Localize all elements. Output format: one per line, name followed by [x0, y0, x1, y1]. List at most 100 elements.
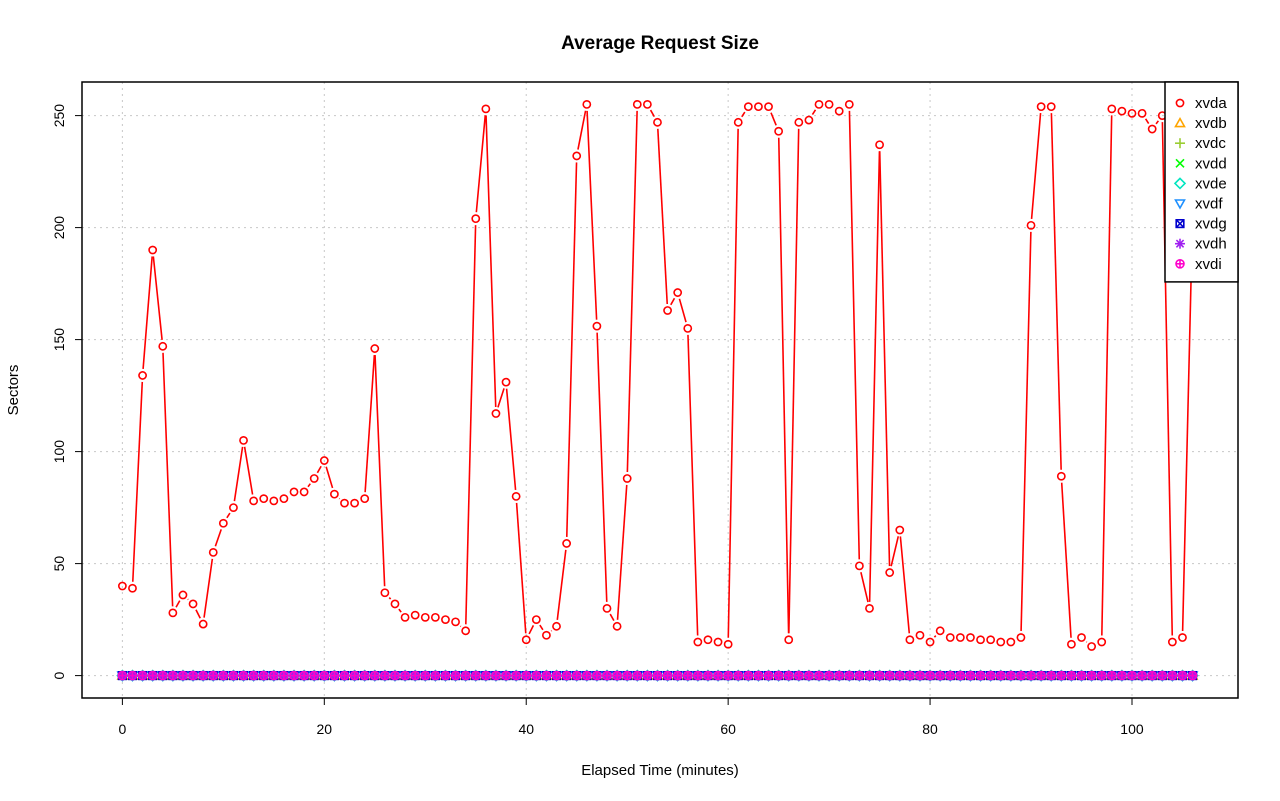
- data-point: [248, 670, 259, 681]
- y-tick-label: 100: [51, 440, 67, 464]
- data-point: [743, 670, 754, 681]
- data-point: [693, 670, 703, 681]
- data-point: [935, 670, 945, 681]
- data-point: [299, 670, 309, 681]
- data-point: [1087, 642, 1097, 651]
- data-point: [1026, 670, 1036, 681]
- x-axis: 0 20 40 60 80 100: [118, 697, 1144, 737]
- data-point: [1178, 633, 1187, 642]
- data-point: [925, 637, 935, 647]
- data-point: [1127, 670, 1137, 681]
- data-point: [370, 344, 380, 353]
- line-segment: [687, 334, 699, 636]
- series-lines: [131, 109, 1194, 643]
- line-segment: [131, 381, 144, 582]
- data-point: [1076, 670, 1087, 681]
- line-segment: [175, 600, 181, 608]
- data-point: [168, 608, 178, 618]
- line-segment: [678, 298, 687, 323]
- line-segment: [777, 137, 790, 634]
- data-point: [925, 670, 935, 681]
- data-point: [642, 670, 653, 681]
- data-point: [390, 670, 400, 681]
- data-point: [683, 323, 693, 333]
- data-point: [783, 670, 794, 681]
- data-point: [1187, 670, 1198, 681]
- data-point: [380, 588, 390, 598]
- legend-marker: [1175, 258, 1185, 269]
- data-point: [612, 670, 622, 681]
- data-point: [309, 474, 319, 483]
- legend-marker: [1175, 219, 1185, 229]
- line-segment: [1155, 120, 1160, 125]
- line-segment: [878, 151, 891, 567]
- data-point: [147, 670, 158, 681]
- data-point: [874, 670, 885, 681]
- data-point: [430, 612, 440, 622]
- data-point: [330, 489, 339, 499]
- data-point: [733, 117, 743, 127]
- legend-item-xvda: xvda: [1175, 95, 1227, 112]
- data-point: [178, 670, 188, 681]
- data-point: [158, 341, 168, 351]
- data-point: [1106, 670, 1117, 681]
- line-segment: [556, 549, 567, 620]
- y-tick-label: 200: [51, 216, 67, 240]
- data-point: [1066, 670, 1077, 681]
- data-point: [1097, 637, 1107, 647]
- data-point: [723, 639, 733, 649]
- data-point: [975, 670, 986, 681]
- data-point: [1056, 471, 1066, 481]
- data-point: [1147, 124, 1157, 134]
- data-point: [1077, 633, 1086, 642]
- data-point: [1046, 102, 1056, 112]
- line-segment: [505, 388, 517, 490]
- data-point: [551, 670, 562, 681]
- data-point: [279, 494, 289, 504]
- data-point: [804, 115, 814, 125]
- data-point: [612, 621, 622, 631]
- data-point: [541, 670, 552, 681]
- data-point: [511, 491, 521, 501]
- data-point: [340, 498, 349, 508]
- line-segment: [388, 597, 392, 600]
- data-point: [339, 670, 350, 681]
- data-point: [764, 102, 773, 112]
- data-point: [157, 670, 168, 681]
- data-point: [784, 635, 794, 645]
- legend-marker: [1175, 138, 1185, 149]
- data-point: [794, 670, 804, 681]
- legend-label: xvdf: [1195, 196, 1223, 213]
- data-point: [966, 633, 975, 642]
- data-point: [622, 670, 632, 681]
- data-point: [198, 619, 208, 629]
- data-point: [430, 670, 441, 681]
- line-segment: [162, 352, 174, 607]
- data-point: [834, 670, 845, 681]
- data-point: [571, 670, 582, 681]
- data-point: [1067, 639, 1076, 649]
- line-segment: [1101, 115, 1113, 636]
- data-point: [400, 670, 410, 681]
- data-point: [774, 126, 784, 136]
- data-point: [450, 670, 461, 681]
- data-point: [218, 670, 229, 681]
- line-segment: [316, 465, 322, 474]
- data-point: [168, 670, 178, 681]
- data-point: [531, 670, 542, 681]
- line-segment: [214, 529, 222, 547]
- legend-item-xvdd: xvdd: [1175, 155, 1227, 172]
- data-point: [743, 102, 753, 112]
- line-segment: [1181, 222, 1194, 632]
- data-point: [632, 670, 643, 681]
- data-point: [652, 670, 663, 681]
- data-point: [1046, 670, 1057, 681]
- data-point: [773, 670, 784, 681]
- x-tick-label: 100: [1120, 721, 1144, 737]
- data-point: [713, 637, 723, 647]
- data-point: [511, 670, 521, 681]
- data-point: [1056, 670, 1067, 681]
- line-segment: [398, 608, 402, 613]
- data-point: [854, 561, 864, 571]
- data-point: [249, 496, 259, 506]
